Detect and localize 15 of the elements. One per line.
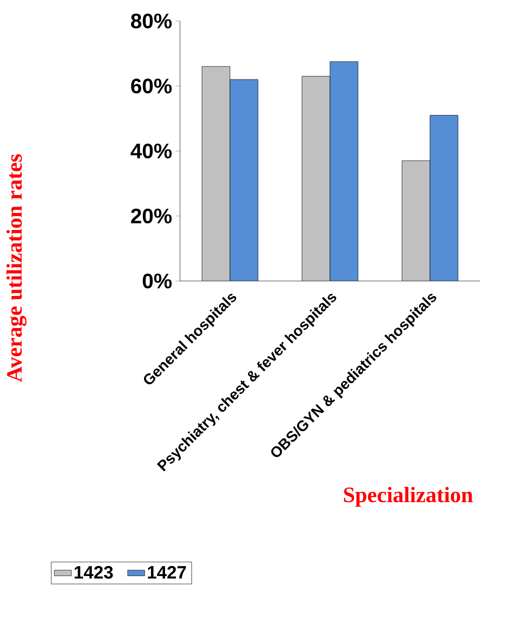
y-axis-title: Average utilization rates [6,154,26,382]
y-tick-label: 80% [131,14,172,28]
bar [330,62,358,281]
bar [402,160,430,281]
bar [430,115,458,281]
y-tick-label: 60% [131,78,172,94]
bar [230,79,258,281]
bar [302,76,330,281]
y-tick-label: 0% [142,274,172,288]
legend-label: 1423 [74,566,113,579]
y-tick-label: 40% [130,144,172,158]
bar [202,66,230,281]
y-tick-label: 20% [131,208,172,224]
x-axis-title: Specialization [344,486,473,507]
legend-label: 1427 [148,566,186,578]
